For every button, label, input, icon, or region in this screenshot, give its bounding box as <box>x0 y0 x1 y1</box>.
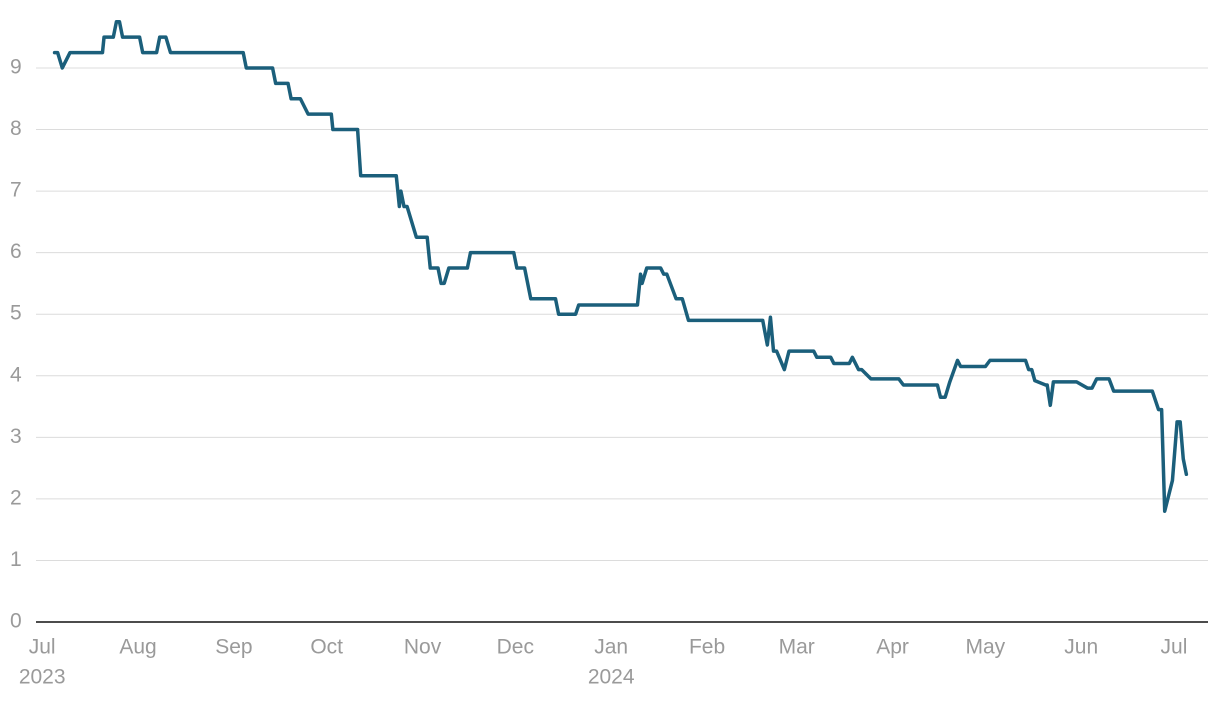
x-tick-label: Mar <box>779 636 815 659</box>
x-tick-label: Jan <box>594 636 628 659</box>
y-tick-label: 3 <box>10 425 22 448</box>
x-year-label: 2024 <box>588 666 635 689</box>
y-tick-label: 9 <box>10 56 22 79</box>
x-tick-label: Feb <box>689 636 725 659</box>
x-tick-label: Jul <box>29 636 56 659</box>
line <box>52 20 1189 513</box>
y-tick-label: 5 <box>10 302 22 325</box>
x-tick-label: Oct <box>310 636 343 659</box>
x-tick-label: Dec <box>497 636 534 659</box>
x-tick-label: May <box>966 636 1006 659</box>
y-tick-label: 0 <box>10 610 22 633</box>
x-tick-label: Jun <box>1064 636 1098 659</box>
x-year-label: 2023 <box>19 666 66 689</box>
y-tick-label: 7 <box>10 179 22 202</box>
y-tick-label: 2 <box>10 486 22 509</box>
x-tick-label: Nov <box>404 636 442 659</box>
y-tick-label: 6 <box>10 240 22 263</box>
x-tick-label: Jul <box>1161 636 1188 659</box>
x-tick-label: Apr <box>876 636 909 659</box>
x-tick-label: Aug <box>119 636 156 659</box>
x-tick-label: Sep <box>215 636 252 659</box>
y-tick-label: 1 <box>10 548 22 571</box>
y-tick-label: 4 <box>10 363 22 386</box>
y-tick-label: 8 <box>10 117 22 140</box>
